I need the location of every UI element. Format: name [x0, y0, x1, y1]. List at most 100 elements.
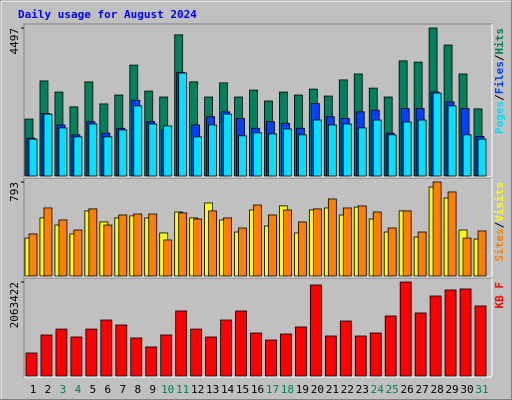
y-tick-label: 2063422: [8, 282, 21, 328]
bar: [283, 128, 292, 177]
bar: [223, 113, 232, 177]
bar: [85, 328, 98, 377]
bar: [294, 326, 307, 377]
bar: [220, 319, 232, 377]
x-tick-label: 18: [281, 383, 294, 396]
legend: KB F: [493, 282, 506, 309]
bar: [327, 124, 337, 177]
x-tick-label: 30: [460, 383, 473, 396]
bar: [193, 136, 203, 177]
bar: [88, 208, 98, 277]
bar: [297, 221, 307, 277]
bar: [477, 230, 487, 277]
bar: [160, 334, 173, 377]
x-tick-label: 15: [236, 383, 249, 396]
bar: [235, 310, 247, 377]
bar: [414, 312, 427, 377]
bar: [43, 113, 53, 177]
legend-entry: Sites: [493, 228, 506, 261]
bar: [208, 210, 218, 277]
y-tick-label: 793: [8, 182, 21, 202]
bar: [118, 129, 128, 177]
bar: [238, 135, 247, 177]
bar: [175, 310, 188, 377]
legend-entry: Files: [493, 61, 506, 94]
bar: [133, 213, 143, 277]
bar: [163, 125, 173, 177]
x-tick-label: 6: [105, 383, 112, 396]
legend-entry: Hits: [493, 28, 506, 55]
bar: [265, 339, 277, 377]
legend-separator: /: [493, 94, 506, 101]
bar: [115, 324, 128, 377]
bar: [223, 217, 232, 277]
bar: [100, 319, 113, 377]
bar: [208, 124, 218, 177]
bar: [447, 191, 457, 277]
x-tick-label: 24: [371, 383, 385, 396]
x-tick-label: 11: [176, 383, 189, 396]
bar: [268, 214, 277, 277]
x-tick-label: 2: [45, 383, 52, 396]
bar: [130, 337, 143, 377]
bar: [40, 334, 53, 377]
bar: [402, 121, 412, 177]
y-tick-label: 4497: [8, 28, 21, 55]
bar: [268, 133, 277, 177]
x-tick-label: 26: [401, 383, 414, 396]
bar: [103, 224, 113, 277]
bar: [387, 227, 397, 277]
bar: [312, 208, 322, 277]
x-tick-label: 19: [296, 383, 309, 396]
bar: [417, 231, 427, 277]
x-tick-label: 7: [119, 383, 126, 396]
x-tick-label: 20: [311, 383, 324, 396]
x-tick-label: 16: [251, 383, 264, 396]
bar: [432, 92, 442, 177]
bar: [459, 288, 472, 377]
bar: [280, 333, 292, 377]
bar: [462, 237, 472, 277]
x-tick-label: 4: [75, 383, 82, 396]
bar: [342, 123, 352, 177]
bar: [253, 204, 262, 277]
bar: [58, 219, 68, 277]
bar: [444, 289, 457, 377]
bar: [372, 119, 382, 177]
bar: [324, 335, 337, 377]
bar: [163, 239, 173, 277]
bar: [432, 181, 442, 277]
x-tick-label: 8: [134, 383, 141, 396]
x-tick-label: 13: [206, 383, 219, 396]
bar: [193, 218, 203, 277]
legend-separator: /: [493, 221, 506, 228]
bar: [178, 212, 188, 277]
bar: [372, 211, 382, 277]
x-tick-label: 14: [221, 383, 235, 396]
bar: [447, 105, 457, 177]
chart-title: Daily usage for August 2024: [18, 8, 197, 21]
legend: Sites/Visits: [493, 182, 506, 262]
bar: [133, 105, 143, 177]
legend-entry: Pages: [493, 101, 506, 134]
x-tick-label: 27: [416, 383, 429, 396]
x-tick-label: 12: [191, 383, 204, 396]
bar: [339, 320, 352, 377]
bar: [250, 332, 262, 377]
bar: [28, 233, 38, 277]
bar: [417, 119, 427, 177]
bar: [55, 328, 68, 377]
bar: [28, 138, 38, 177]
bar: [88, 123, 98, 177]
bar: [429, 295, 442, 377]
bar: [148, 213, 158, 277]
bar: [118, 214, 128, 277]
bar: [178, 72, 188, 177]
bar: [402, 210, 412, 277]
x-tick-label: 1: [30, 383, 37, 396]
bar: [103, 136, 113, 177]
bar: [327, 198, 337, 277]
x-tick-label: 22: [341, 383, 354, 396]
x-tick-label: 5: [90, 383, 97, 396]
